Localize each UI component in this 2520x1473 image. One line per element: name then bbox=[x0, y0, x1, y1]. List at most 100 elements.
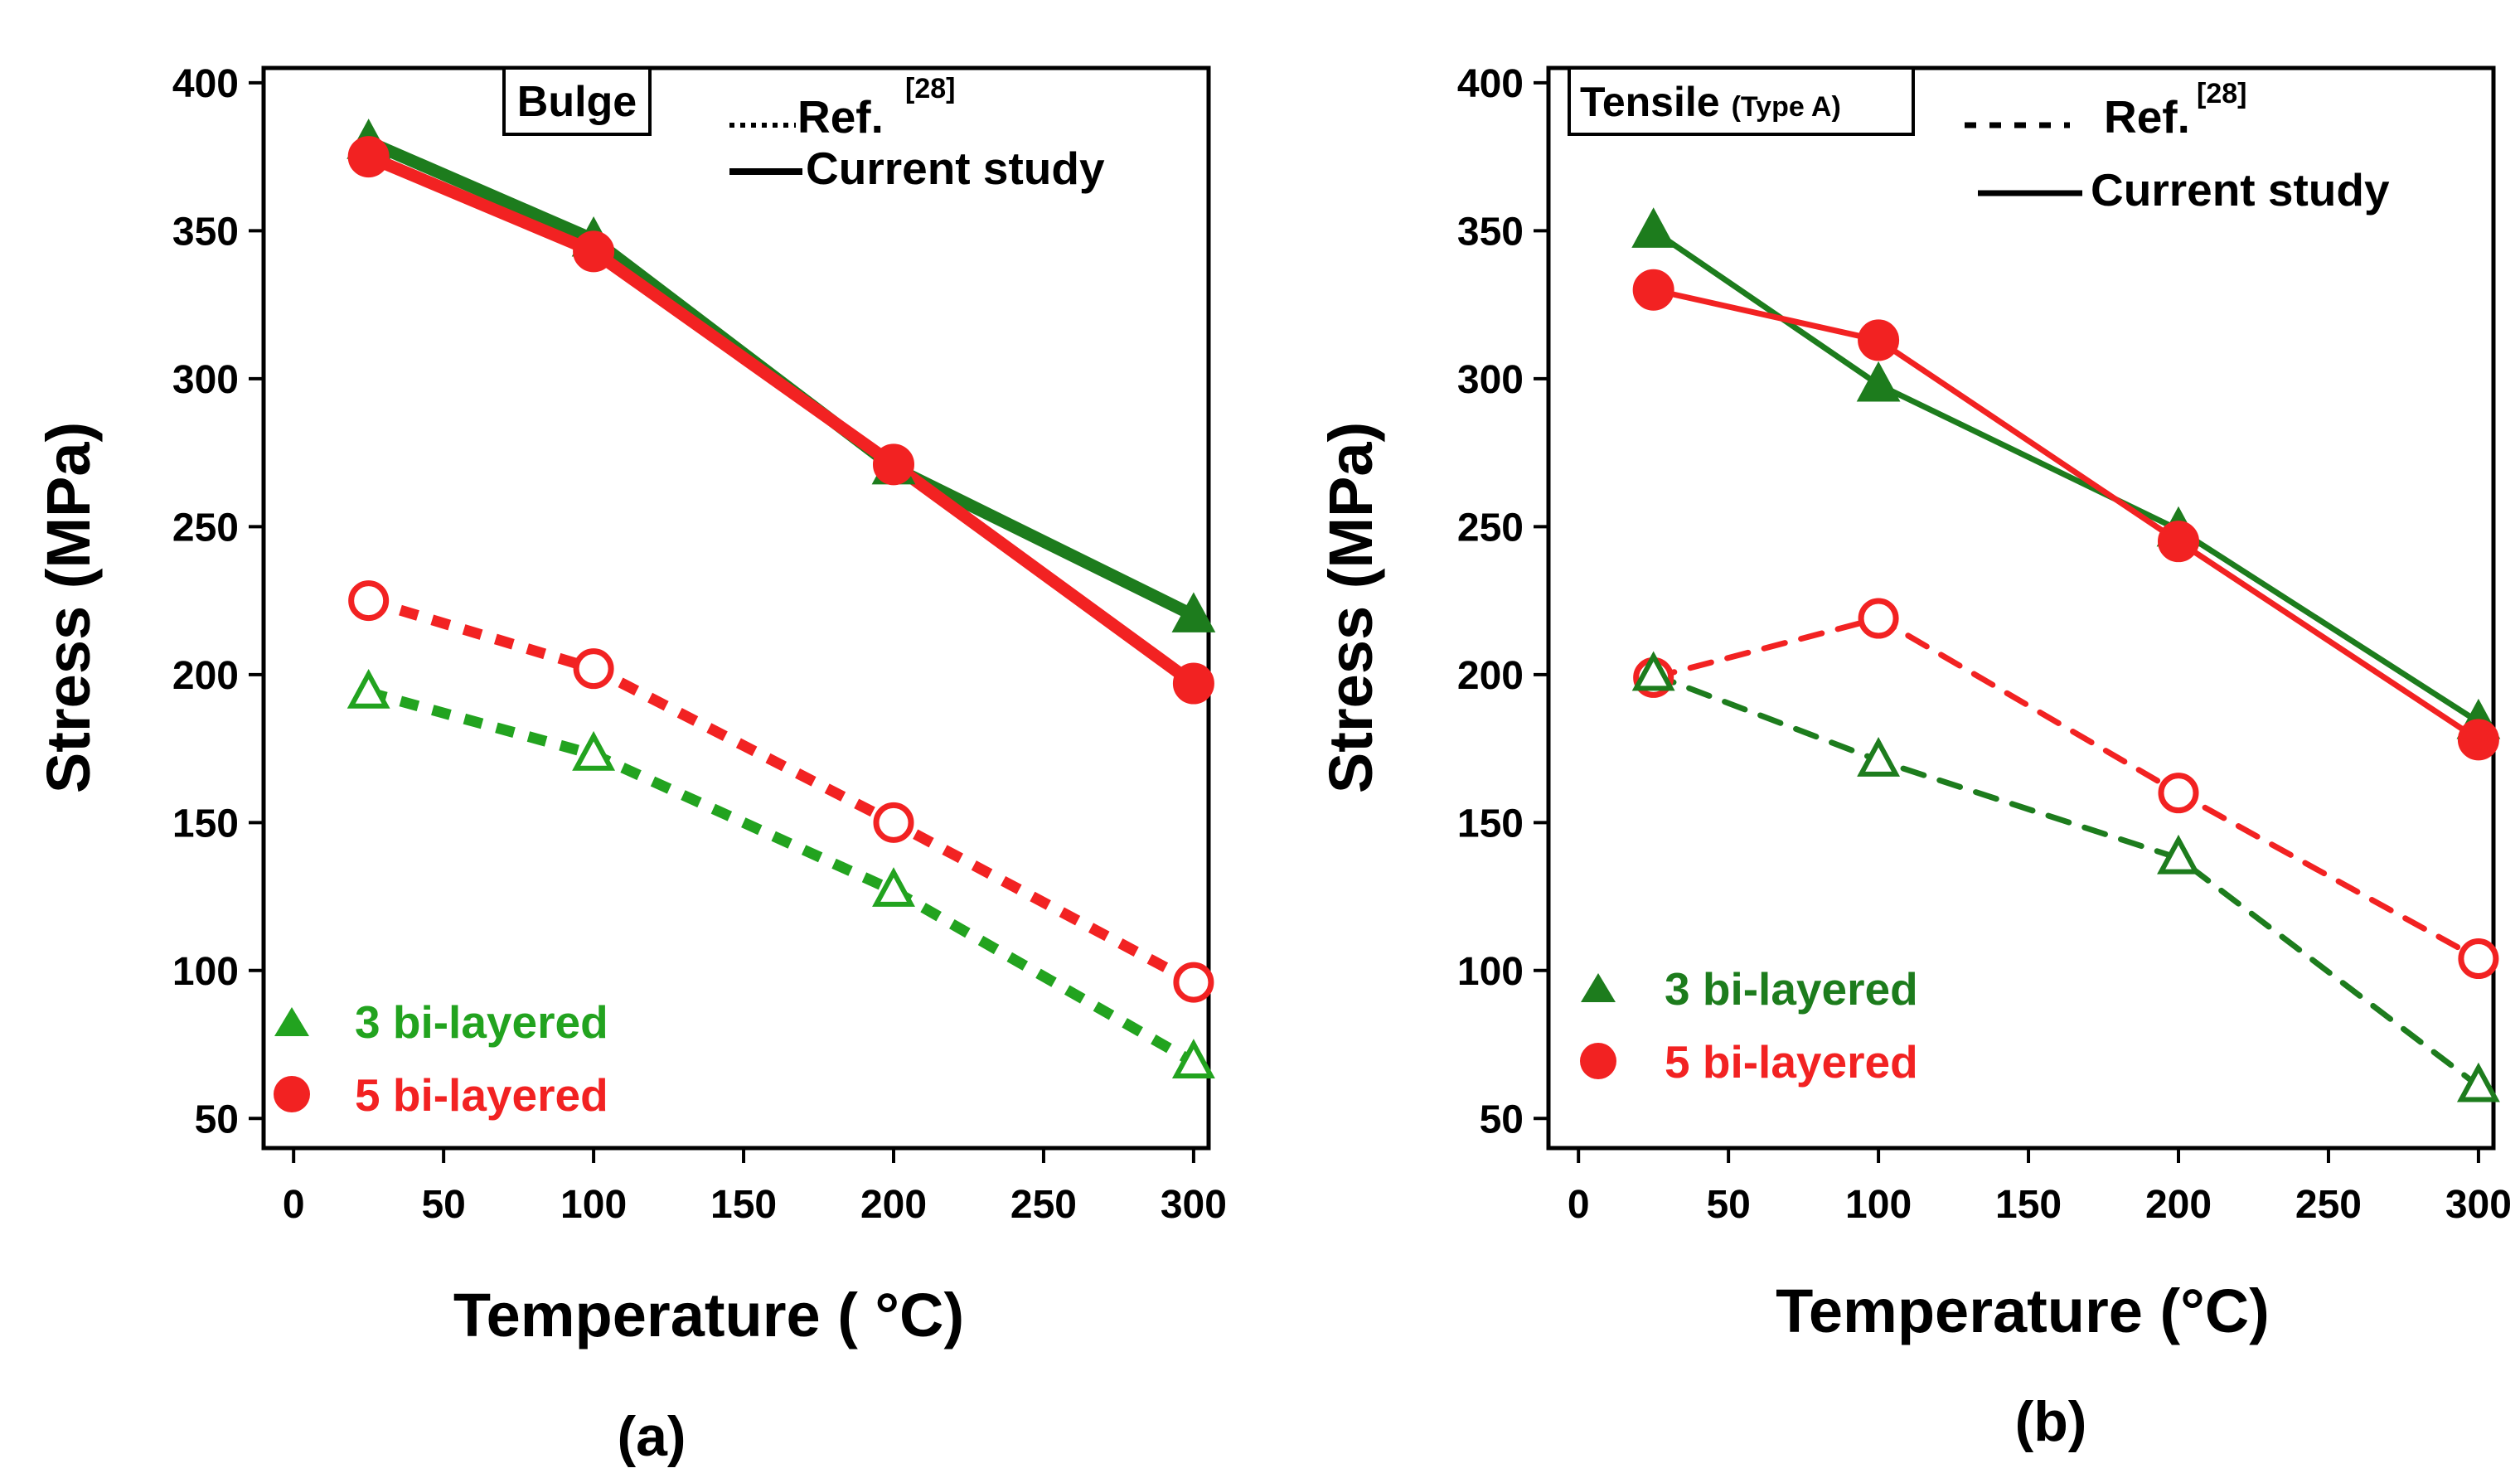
panel-a-markers bbox=[346, 119, 1216, 1078]
panel-b-title-sub: (Type A) bbox=[1732, 91, 1841, 123]
panel-a-series-line-3 bbox=[366, 686, 1197, 1068]
panel-a-title-box bbox=[502, 66, 652, 136]
panel-b-legend-3-label: 3 bi-layered bbox=[1665, 963, 1918, 1015]
panel-a-legend-circle-marker bbox=[274, 1076, 310, 1112]
panel-b-series-1-point-3 bbox=[2457, 719, 2499, 761]
panel-a-ytick-label-100: 100 bbox=[172, 950, 239, 994]
panel-a-xtick-label-150: 150 bbox=[710, 1183, 777, 1227]
panel-a-series-1-point-0 bbox=[347, 136, 390, 178]
panel-a-series-line-2 bbox=[366, 595, 1196, 987]
panel-b-series-0-point-1 bbox=[1856, 361, 1901, 402]
panel-b-title-box bbox=[1568, 66, 1915, 136]
panel-a-ylabel: Stress (MPa) bbox=[34, 422, 103, 793]
panel-a-ytick-label-350: 350 bbox=[172, 210, 239, 254]
panel-a-series-3-point-3 bbox=[1171, 1039, 1215, 1078]
panel-a-series-3-point-2 bbox=[872, 867, 915, 907]
panel-a-series-2-point-2 bbox=[873, 802, 914, 843]
panel-b-ytick-label-50: 50 bbox=[1480, 1097, 1524, 1141]
panel-b-legend-circle-marker bbox=[1580, 1043, 1616, 1079]
panel-a-ytick-label-200: 200 bbox=[172, 654, 239, 698]
panel-b-ylabel: Stress (MPa) bbox=[1316, 422, 1385, 793]
panel-b-ytick-label-400: 400 bbox=[1457, 62, 1524, 106]
panel-b-series-1-point-1 bbox=[1858, 319, 1900, 361]
panel-a-legend-3-label: 3 bi-layered bbox=[355, 996, 608, 1048]
panel-a-ytick-label-300: 300 bbox=[172, 358, 239, 402]
panel-a-series bbox=[362, 135, 1200, 1068]
panel-a-ref-sup: [28] bbox=[905, 73, 955, 104]
panel-a-bulge-chart: 50 100 150 200 250 300 350 400 0 50 100 150 200 250 30… bbox=[34, 62, 1227, 1468]
panel-b-title: Tensile (Type A) bbox=[1580, 79, 1841, 125]
panel-b-ytick-label-350: 350 bbox=[1457, 210, 1524, 254]
panel-b-series-0-point-0 bbox=[1631, 207, 1676, 248]
panel-b-series-3-point-3 bbox=[2456, 1062, 2500, 1102]
panel-b-series-line-1 bbox=[1650, 287, 2482, 743]
panel-b-series-1-point-2 bbox=[2158, 521, 2199, 563]
panel-a-xtick-label-50: 50 bbox=[421, 1183, 465, 1227]
panel-b-ytick-label-100: 100 bbox=[1457, 950, 1524, 994]
panel-a-ref-label: Ref. bbox=[797, 91, 884, 143]
panel-a-series-2-point-1 bbox=[573, 648, 614, 690]
panel-a-current-label: Current study bbox=[806, 143, 1105, 194]
panel-b-current-label: Current study bbox=[2091, 164, 2390, 216]
panel-b-series-2-point-2 bbox=[2158, 773, 2199, 814]
panel-a-xtick-label-0: 0 bbox=[283, 1183, 305, 1227]
panel-b-ticks: 50 100 150 200 250 300 350 400 0 50 100 150 200 250 30… bbox=[1457, 62, 2512, 1227]
panel-a-frame bbox=[261, 65, 1211, 1151]
panel-a-title: Bulge bbox=[517, 78, 637, 126]
panel-a-xtick-label-300: 300 bbox=[1161, 1183, 1227, 1227]
panel-a-legend-5-label: 5 bi-layered bbox=[355, 1069, 608, 1121]
panel-a-series-line-1 bbox=[362, 150, 1200, 690]
panel-b-series-2-point-3 bbox=[2458, 938, 2499, 980]
panel-b-frame bbox=[1546, 65, 2496, 1151]
panel-b-xtick-label-200: 200 bbox=[2145, 1183, 2212, 1227]
panel-b-ytick-label-150: 150 bbox=[1457, 802, 1524, 846]
panel-b-xtick-label-250: 250 bbox=[2295, 1183, 2362, 1227]
panel-a-xtick-label-200: 200 bbox=[860, 1183, 927, 1227]
panel-a-ytick-label-150: 150 bbox=[172, 802, 239, 846]
panel-a-xtick-label-250: 250 bbox=[1010, 1183, 1077, 1227]
panel-b-xlabel: Temperature (°C) bbox=[1776, 1277, 2270, 1345]
panel-a-series-3-point-1 bbox=[572, 730, 616, 771]
panel-b-series-line-3 bbox=[1650, 671, 2482, 1089]
panel-a-series-3-point-0 bbox=[346, 668, 390, 709]
panel-b-ytick-label-200: 200 bbox=[1457, 654, 1524, 698]
panel-a-series-0-point-3 bbox=[1171, 592, 1216, 632]
panel-b-ytick-label-300: 300 bbox=[1457, 358, 1524, 402]
panel-a-ytick-label-400: 400 bbox=[172, 62, 239, 106]
panel-a-xlabel: Temperature ( °C) bbox=[453, 1281, 964, 1349]
panel-a-ytick-label-50: 50 bbox=[195, 1097, 239, 1141]
panel-b-ref-label: Ref. bbox=[2104, 91, 2190, 143]
panel-b-series bbox=[1650, 227, 2482, 1089]
panel-b-xtick-label-50: 50 bbox=[1706, 1183, 1750, 1227]
panel-b-ytick-label-250: 250 bbox=[1457, 506, 1524, 550]
panel-b-series-line-2 bbox=[1650, 615, 2482, 962]
panel-b-ref-sup: [28] bbox=[2197, 78, 2246, 109]
panel-b-series-line-0 bbox=[1650, 227, 2482, 725]
panel-a-legend-triangle-marker bbox=[274, 1007, 309, 1036]
panel-b-series-3-point-2 bbox=[2157, 834, 2200, 875]
panel-a-series-1-point-2 bbox=[873, 443, 914, 486]
panel-b-legend-triangle-marker bbox=[1581, 973, 1616, 1002]
panel-b-markers bbox=[1631, 207, 2501, 1102]
panel-a-ytick-label-250: 250 bbox=[172, 506, 239, 550]
panel-a-ticks: 50 100 150 200 250 300 350 400 0 50 100 150 200 250 30… bbox=[172, 62, 1227, 1227]
panel-b-xtick-label-0: 0 bbox=[1568, 1183, 1590, 1227]
panel-a-series-2-point-0 bbox=[348, 580, 390, 622]
panel-b-caption: (b) bbox=[2015, 1390, 2087, 1453]
panel-b-series-1-point-0 bbox=[1632, 269, 1674, 311]
panel-b-title-main: Tensile bbox=[1580, 79, 1720, 125]
panel-b-tensile-chart: 50 100 150 200 250 300 350 400 0 50 100 150 200 250 30… bbox=[1316, 62, 2512, 1453]
panel-a-caption: (a) bbox=[617, 1405, 686, 1468]
panel-b-xtick-label-100: 100 bbox=[1845, 1183, 1912, 1227]
panel-b-series-3-point-0 bbox=[1631, 651, 1675, 691]
panel-a-xtick-label-100: 100 bbox=[560, 1183, 627, 1227]
panel-b-legend-5-label: 5 bi-layered bbox=[1665, 1036, 1918, 1088]
panel-a-series-1-point-3 bbox=[1172, 662, 1214, 705]
panel-b-xtick-label-300: 300 bbox=[2445, 1183, 2512, 1227]
panel-b-series-3-point-1 bbox=[1857, 737, 1901, 777]
panel-b-series-2-point-1 bbox=[1858, 598, 1899, 639]
panel-a-series-2-point-3 bbox=[1173, 962, 1214, 1003]
panel-a-series-1-point-1 bbox=[573, 230, 615, 273]
panel-b-xtick-label-150: 150 bbox=[1995, 1183, 2062, 1227]
